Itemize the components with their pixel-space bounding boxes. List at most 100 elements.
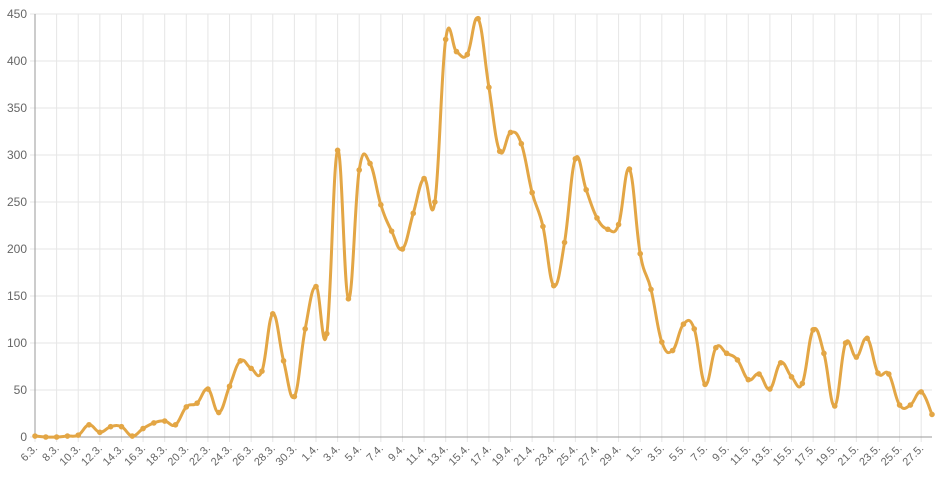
x-tick-label: 3.5. (645, 443, 666, 464)
data-point[interactable] (691, 326, 698, 332)
data-point[interactable] (702, 381, 708, 388)
y-tick-label: 200 (7, 242, 27, 256)
data-point[interactable] (215, 409, 222, 416)
data-point[interactable] (821, 350, 827, 357)
data-point[interactable] (172, 421, 179, 428)
data-point[interactable] (86, 421, 92, 428)
data-point[interactable] (442, 36, 449, 43)
data-point[interactable] (799, 380, 806, 387)
data-point[interactable] (323, 330, 330, 337)
data-point[interactable] (767, 386, 773, 392)
data-point[interactable] (615, 221, 622, 228)
data-point[interactable] (226, 383, 233, 390)
data-point[interactable] (32, 433, 38, 439)
data-point[interactable] (918, 389, 924, 395)
data-point[interactable] (291, 393, 298, 400)
x-tick-label: 7.4. (364, 443, 385, 464)
data-point[interactable] (896, 402, 903, 408)
data-point[interactable] (550, 282, 557, 289)
data-point[interactable] (161, 418, 168, 424)
data-point[interactable] (745, 376, 752, 383)
data-point[interactable] (929, 411, 935, 418)
data-point[interactable] (648, 286, 654, 293)
data-point[interactable] (604, 226, 611, 233)
data-point[interactable] (129, 433, 136, 439)
data-point[interactable] (269, 311, 276, 317)
data-point[interactable] (518, 140, 525, 147)
data-point[interactable] (356, 167, 363, 173)
data-point[interactable] (53, 434, 60, 440)
data-point[interactable] (97, 429, 103, 436)
data-point[interactable] (583, 186, 589, 193)
data-point[interactable] (713, 344, 719, 351)
x-tick-label: 30.3. (274, 443, 300, 469)
data-point[interactable] (475, 15, 481, 22)
data-point[interactable] (43, 434, 49, 440)
data-point[interactable] (432, 199, 438, 205)
data-point[interactable] (669, 347, 676, 354)
data-point[interactable] (659, 339, 665, 345)
data-point[interactable] (248, 365, 254, 372)
data-point[interactable] (507, 129, 514, 136)
data-point[interactable] (496, 148, 503, 155)
data-point[interactable] (205, 386, 211, 392)
data-point[interactable] (378, 202, 384, 208)
data-point[interactable] (421, 175, 427, 182)
data-point[interactable] (151, 420, 157, 426)
data-point[interactable] (280, 358, 287, 364)
data-point[interactable] (453, 48, 460, 55)
data-point[interactable] (572, 155, 579, 162)
data-point[interactable] (334, 147, 341, 154)
x-tick-label: 14.3. (101, 443, 127, 469)
x-tick-label: 15.4. (447, 443, 473, 469)
data-point[interactable] (853, 354, 860, 360)
data-point[interactable] (810, 327, 816, 333)
data-point[interactable] (367, 160, 373, 167)
data-point[interactable] (140, 425, 146, 432)
data-point[interactable] (842, 340, 849, 346)
data-point[interactable] (399, 246, 406, 252)
data-point[interactable] (194, 400, 200, 406)
x-tick-label: 1.4. (300, 443, 321, 464)
x-tick-label: 5.4. (343, 443, 364, 464)
data-point[interactable] (486, 84, 492, 91)
data-point[interactable] (118, 423, 125, 430)
data-point[interactable] (907, 402, 914, 408)
data-point[interactable] (313, 283, 319, 290)
data-point[interactable] (788, 374, 795, 380)
data-point[interactable] (237, 358, 244, 364)
data-point[interactable] (183, 404, 190, 410)
data-point[interactable] (529, 189, 535, 196)
data-point[interactable] (885, 371, 892, 377)
data-point[interactable] (864, 335, 870, 342)
data-point[interactable] (875, 370, 881, 376)
x-tick-label: 27.4. (576, 443, 602, 469)
data-point[interactable] (777, 359, 784, 366)
data-point[interactable] (540, 223, 546, 230)
data-point[interactable] (637, 250, 644, 257)
data-point[interactable] (464, 51, 471, 58)
data-point[interactable] (410, 210, 417, 217)
data-point[interactable] (388, 228, 395, 234)
data-point[interactable] (561, 239, 568, 246)
data-point[interactable] (107, 423, 114, 430)
data-point[interactable] (594, 215, 600, 221)
x-tick-label: 12.3. (79, 443, 105, 469)
data-point[interactable] (756, 371, 762, 377)
x-tick-label: 29.4. (598, 443, 624, 469)
data-point[interactable] (259, 368, 265, 375)
data-point[interactable] (831, 403, 838, 409)
x-tick-label: 25.4. (555, 443, 581, 469)
data-point[interactable] (345, 296, 352, 302)
data-point[interactable] (626, 166, 633, 172)
data-point[interactable] (302, 326, 308, 332)
data-point[interactable] (75, 432, 82, 438)
x-tick-label: 25.5. (879, 443, 905, 469)
x-tick-label: 3.4. (321, 443, 342, 464)
data-point[interactable] (723, 350, 730, 357)
data-point[interactable] (64, 433, 71, 439)
y-tick-label: 50 (14, 383, 28, 397)
x-tick-label: 23.5. (857, 443, 883, 469)
data-point[interactable] (734, 357, 741, 363)
data-point[interactable] (680, 321, 687, 328)
